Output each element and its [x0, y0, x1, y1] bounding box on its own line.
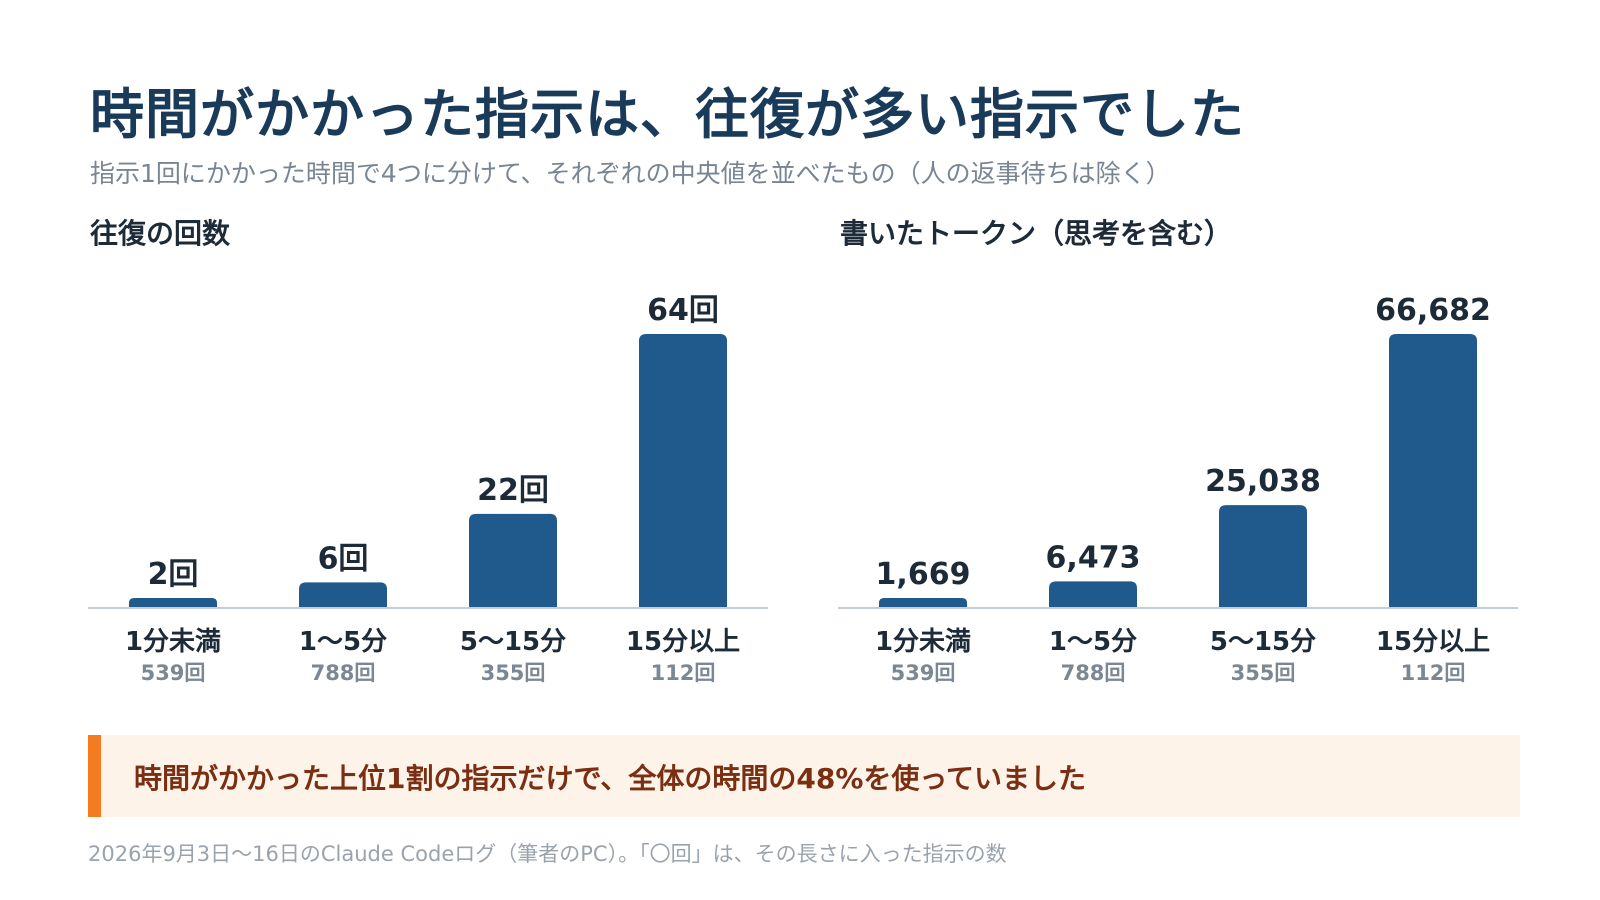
category-count-2: 788回	[311, 661, 376, 685]
bar-1	[129, 598, 217, 608]
category-count-1: 539回	[141, 661, 206, 685]
round-trips-bar-chart: 2回 1分未満 539回 6回 1〜5分 788回 22回 5〜15分 355回 64回 15分以上…	[88, 293, 768, 685]
bar-3	[1219, 505, 1307, 608]
bar-value-label-4: 66,682	[1375, 293, 1491, 328]
category-label-3: 5〜15分	[1210, 627, 1316, 657]
category-label-1: 1分未満	[125, 627, 221, 657]
category-label-2: 1〜5分	[1049, 627, 1137, 657]
bar-4	[1389, 334, 1477, 608]
chart-title-round-trips: 往復の回数	[90, 217, 231, 250]
tokens-bar-chart: 1,669 1分未満 539回 6,473 1〜5分 788回 25,038 5〜15分 355…	[838, 293, 1518, 685]
chart-title-tokens: 書いたトークン（思考を含む）	[840, 217, 1233, 250]
callout-text: 時間がかかった上位1割の指示だけで、全体の時間の48%を使っていました	[134, 762, 1086, 795]
footnote: 2026年9月3日〜16日のClaude Codeログ（筆者のPC）。「〇回」は…	[88, 842, 1007, 866]
category-count-4: 112回	[1401, 661, 1466, 685]
page-subtitle: 指示1回にかかった時間で4つに分けて、それぞれの中央値を並べたもの（人の返事待ち…	[90, 159, 1171, 188]
bar-4	[639, 334, 727, 608]
category-label-1: 1分未満	[875, 627, 971, 657]
category-count-1: 539回	[891, 661, 956, 685]
category-label-4: 15分以上	[626, 627, 740, 657]
category-label-4: 15分以上	[1376, 627, 1490, 657]
bar-value-label-3: 22回	[477, 473, 549, 508]
bar-2	[1049, 581, 1137, 608]
bar-value-label-2: 6回	[318, 541, 369, 576]
callout-box: 時間がかかった上位1割の指示だけで、全体の時間の48%を使っていました	[88, 735, 1520, 817]
page-title: 時間がかかった指示は、往復が多い指示でした	[90, 83, 1245, 146]
category-label-3: 5〜15分	[460, 627, 566, 657]
category-count-3: 355回	[481, 661, 546, 685]
bar-3	[469, 513, 557, 608]
bar-value-label-1: 2回	[148, 557, 199, 592]
category-count-4: 112回	[651, 661, 716, 685]
bar-2	[299, 582, 387, 608]
bar-1	[879, 598, 967, 608]
bar-value-label-4: 64回	[647, 293, 719, 328]
category-count-3: 355回	[1231, 661, 1296, 685]
bar-value-label-2: 6,473	[1046, 540, 1141, 575]
category-label-2: 1〜5分	[299, 627, 387, 657]
bar-value-label-3: 25,038	[1205, 464, 1321, 499]
category-count-2: 788回	[1061, 661, 1126, 685]
bar-value-label-1: 1,669	[876, 557, 971, 592]
